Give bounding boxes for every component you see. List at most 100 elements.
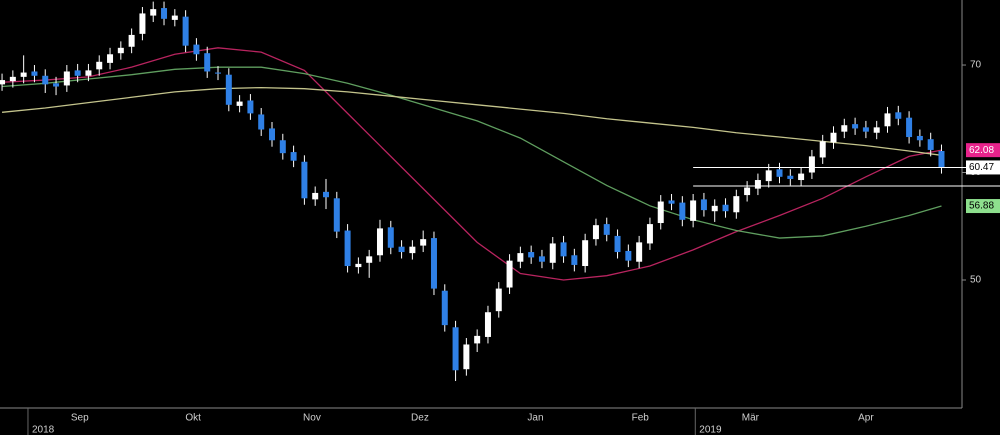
candle-body (938, 151, 945, 168)
candle-body (215, 72, 222, 74)
x-tick-label: Apr (858, 413, 874, 424)
candle-body (646, 224, 653, 244)
x-tick-label: Jan (527, 413, 543, 424)
candle-body (690, 200, 697, 221)
candle-body (636, 242, 643, 262)
candle-body (463, 344, 470, 370)
candle-body (420, 239, 427, 246)
candle-body (290, 152, 297, 161)
candle-body (355, 263, 362, 268)
candle-body (722, 204, 729, 212)
candle-body (776, 169, 783, 177)
x-tick-label: Sep (71, 413, 89, 424)
candle-body (312, 192, 319, 200)
candle-body (808, 156, 815, 173)
candle-body (387, 227, 394, 248)
x-tick-label: Dez (411, 413, 429, 424)
candle-body (193, 44, 200, 55)
candle-body (625, 250, 632, 261)
candle-body (862, 127, 869, 132)
candle-body (711, 205, 718, 212)
candle-body (301, 161, 308, 199)
x-tick-label: Mär (742, 413, 760, 424)
candle-body (376, 228, 383, 256)
candle-body (668, 200, 675, 204)
candle-body (269, 128, 276, 141)
y-tick-label: 50 (970, 275, 982, 286)
candle-body (258, 114, 265, 130)
candle-body (344, 230, 351, 267)
candle-body (528, 252, 535, 258)
candle-body (236, 101, 243, 106)
candle-body (582, 240, 589, 267)
candle-body (322, 191, 329, 198)
moving-average (1, 86, 942, 156)
candle-body (884, 113, 891, 127)
candle-body (63, 71, 70, 86)
candle-body (754, 180, 761, 189)
candle-body (852, 124, 859, 129)
price-label-box (966, 199, 1000, 214)
candle-body (744, 187, 751, 196)
price-label-box (966, 143, 1000, 158)
candle-body (517, 253, 524, 262)
candle-body (765, 170, 772, 182)
candle-body (549, 243, 556, 263)
candle-body (409, 246, 416, 254)
price-label-box (966, 160, 1000, 175)
candle-body (225, 74, 232, 105)
y-tick-label: 70 (970, 60, 982, 71)
year-label: 2019 (699, 425, 722, 435)
moving-average (2, 47, 942, 281)
candle-body (128, 34, 135, 47)
x-tick-label: Okt (185, 413, 201, 424)
candle-body (679, 202, 686, 220)
candle-body (506, 260, 513, 288)
candle-body (31, 71, 38, 76)
candle-body (927, 139, 934, 150)
candle-body (484, 312, 491, 337)
candle-body (430, 238, 437, 289)
candle-body (366, 256, 373, 263)
price-label: 62.08 (969, 145, 994, 156)
candle-body (182, 16, 189, 46)
candle-body (204, 53, 211, 72)
candle-body (171, 15, 178, 20)
candle-body (873, 127, 880, 133)
x-tick-label: Nov (303, 413, 321, 424)
candle-body (895, 112, 902, 119)
candle-body (398, 246, 405, 253)
candle-body (452, 327, 459, 371)
candle-body (96, 61, 103, 70)
candle-body (841, 125, 848, 132)
candle-body (474, 335, 481, 344)
price-label: 56.88 (969, 201, 994, 212)
candle-body (830, 132, 837, 143)
candle-body (139, 13, 146, 34)
candle-body (20, 72, 27, 77)
candle-body (538, 256, 545, 262)
moving-average (2, 66, 942, 239)
candle-body (916, 135, 923, 141)
candle-body (495, 288, 502, 312)
candle-body (700, 199, 707, 211)
candle-body (0, 80, 6, 85)
candle-body (592, 225, 599, 240)
candle-body (733, 196, 740, 213)
candle-body (85, 70, 92, 76)
x-tick-label: Feb (632, 413, 650, 424)
candle-body (53, 83, 60, 87)
candle-body (441, 290, 448, 326)
candle-body (247, 100, 254, 114)
candle-body (571, 255, 578, 265)
candle-body (42, 75, 49, 85)
candle-body (560, 242, 567, 257)
candle-body (798, 173, 805, 181)
candle-body (657, 201, 664, 224)
candle-body (787, 175, 794, 179)
candle-body (161, 8, 168, 19)
candle-body (603, 224, 610, 235)
candle-body (150, 9, 157, 16)
